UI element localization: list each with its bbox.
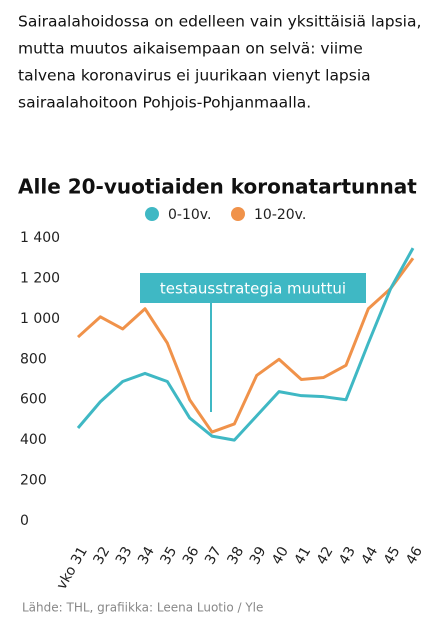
y-tick-label: 400 — [20, 432, 47, 448]
x-tick-label: 39 — [247, 544, 270, 567]
source: Lähde: THL, grafiikka: Leena Luotio / Yl… — [22, 601, 263, 615]
y-tick-label: 1 200 — [20, 270, 60, 286]
x-tick-label: 42 — [314, 544, 337, 567]
intro-line: mutta muutos aikaisempaan on selvä: viim… — [18, 40, 363, 58]
legend-label: 10-20v. — [254, 207, 306, 223]
data-line — [76, 247, 415, 442]
y-tick-label: 0 — [20, 513, 29, 529]
legend-swatch — [231, 207, 245, 221]
y-tick-label: 200 — [20, 473, 47, 489]
x-tick-label: 45 — [381, 544, 404, 567]
x-tick-label: 41 — [291, 544, 314, 567]
x-tick-label: 33 — [113, 544, 136, 567]
x-tick-label: 40 — [269, 544, 292, 567]
x-tick-label: 35 — [157, 544, 180, 567]
x-tick-label: 43 — [336, 544, 359, 567]
x-tick-label: 46 — [403, 544, 426, 568]
x-tick-label: 36 — [180, 544, 203, 568]
legend-label: 0-10v. — [168, 207, 211, 223]
chart-title: Alle 20-vuotiaiden koronatartunnat — [18, 175, 417, 199]
annotation: testausstrategia muuttui — [160, 280, 346, 298]
y-tick-label: 600 — [20, 392, 47, 408]
data-line — [76, 257, 415, 434]
x-tick-label: 32 — [90, 544, 113, 567]
intro-line: talvena koronavirus ei juurikaan vienyt … — [18, 67, 371, 85]
x-tick-label: 34 — [135, 544, 158, 568]
y-tick-label: 1 000 — [20, 311, 60, 327]
x-tick-label: 44 — [358, 544, 381, 568]
x-tick-label: vko 31 — [54, 544, 91, 592]
x-tick-label: 37 — [202, 544, 225, 567]
x-tick-label: 38 — [224, 544, 247, 567]
intro-line: sairaalahoitoon Pohjois-Pohjanmaalla. — [18, 94, 311, 112]
annotation-box — [140, 273, 366, 303]
legend-swatch — [145, 207, 159, 221]
intro-line: Sairaalahoidossa on edelleen vain yksitt… — [18, 13, 421, 31]
y-tick-label: 800 — [20, 351, 47, 367]
y-tick-label: 1 400 — [20, 230, 60, 246]
